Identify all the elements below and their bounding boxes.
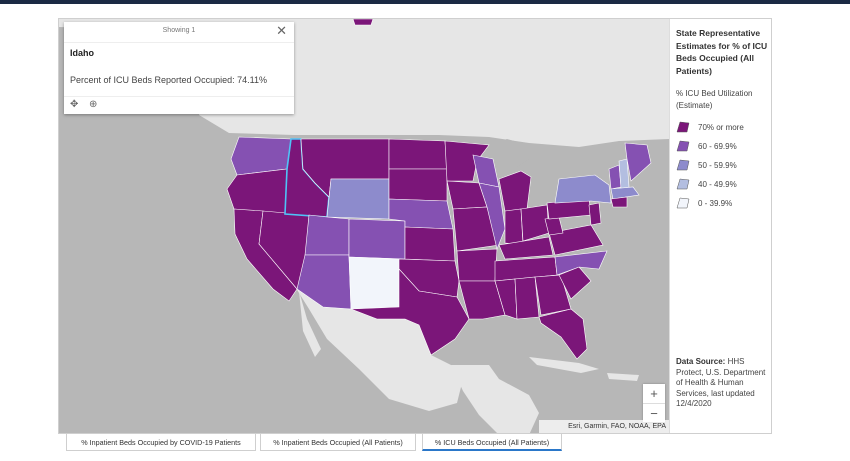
state-north-dakota[interactable] [388,138,448,170]
state-new-mexico[interactable] [348,256,400,310]
state-vermont[interactable] [608,164,622,190]
feature-popup[interactable]: Showing 1 ✕ Idaho Percent of ICU Beds Re… [64,22,294,114]
state-utah[interactable] [304,214,350,256]
popup-field: Percent of ICU Beds Reported Occupied: 7… [70,75,267,85]
legend-label: 0 - 39.9% [698,199,733,208]
state-louisiana[interactable] [458,280,506,320]
state-texas[interactable] [350,268,470,356]
state-new-hampshire[interactable] [618,158,630,190]
state-illinois[interactable] [478,182,506,250]
lake [489,139,529,167]
cuba-land [529,357,599,373]
legend-swatch [676,197,690,209]
tab-inpatient-all[interactable]: % Inpatient Beds Occupied (All Patients) [260,434,416,451]
legend-panel: State Representative Estimates for % of … [669,19,771,433]
popup-header: Showing 1 ✕ [64,22,294,43]
state-arkansas[interactable] [456,248,498,282]
state-kansas[interactable] [404,226,456,262]
legend-label: 70% or more [698,123,744,132]
state-kentucky[interactable] [498,236,554,260]
state-wyoming[interactable] [326,178,390,220]
state-north-carolina[interactable] [554,250,608,276]
data-source-text: HHS Protect, U.S. Department of Health &… [676,357,766,408]
state-new-york[interactable] [554,174,612,204]
baja-land [299,291,321,357]
tab-icu-all[interactable]: % ICU Beds Occupied (All Patients) [422,434,562,451]
data-source-label: Data Source: [676,357,726,366]
us-states[interactable] [226,19,652,360]
zoom-to-icon[interactable]: ⊕ [89,99,98,110]
central-america-land [451,365,539,433]
region-alaska-fragment[interactable] [352,19,374,26]
state-new-jersey[interactable] [588,202,602,226]
map-attribution: Esri, Garmin, FAO, NOAA, EPA [539,420,669,433]
state-maine[interactable] [624,142,652,182]
legend-title: State Representative Estimates for % of … [676,28,768,76]
map-view[interactable]: Showing 1 ✕ Idaho Percent of ICU Beds Re… [58,18,772,434]
state-connecticut[interactable] [610,196,628,208]
zoom-in-button[interactable]: + [650,386,658,401]
top-bar [0,0,850,4]
state-arizona[interactable] [296,254,352,310]
legend-label: 50 - 59.9% [698,161,737,170]
move-icon[interactable]: ✥ [70,99,79,110]
mexico-land [289,277,463,411]
legend-swatch [676,121,690,133]
state-south-dakota[interactable] [388,168,448,202]
popup-field-label: Percent of ICU Beds Reported Occupied: [70,75,235,85]
state-florida[interactable] [538,308,588,360]
popup-count: Showing 1 [162,27,196,34]
hispaniola-land [607,373,639,381]
legend-swatch [676,178,690,190]
us-map[interactable] [59,19,772,434]
popup-title: Idaho [70,48,94,58]
state-minnesota[interactable] [444,140,490,182]
legend-label: 60 - 69.9% [698,142,737,151]
state-michigan[interactable] [498,170,532,212]
state-alabama[interactable] [514,276,540,320]
tab-covid-inpatient[interactable]: % Inpatient Beds Occupied by COVID-19 Pa… [66,434,256,451]
popup-footer: ✥ ⊕ [64,96,294,114]
state-massachusetts[interactable] [610,186,640,200]
zoom-controls: + − [643,384,665,422]
data-source: Data Source: HHS Protect, U.S. Departmen… [676,357,771,410]
legend-swatch [676,140,690,152]
popup-field-value: 74.11% [237,75,267,85]
zoom-out-button[interactable]: − [643,403,665,423]
state-colorado[interactable] [348,218,406,260]
legend-subtitle: % ICU Bed Utilization (Estimate) [676,89,753,110]
legend-label: 40 - 49.9% [698,180,737,189]
legend-swatch [676,159,690,171]
close-icon[interactable]: ✕ [276,23,287,38]
state-indiana[interactable] [504,208,524,246]
